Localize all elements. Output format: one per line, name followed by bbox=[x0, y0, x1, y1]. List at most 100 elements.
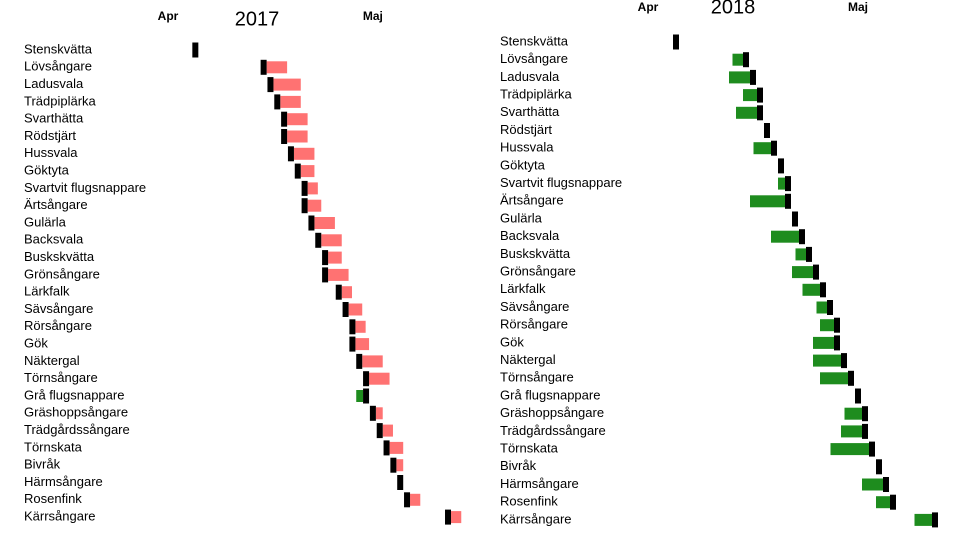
normal-date-mark bbox=[308, 215, 315, 231]
category-label: Kärrsångare bbox=[24, 509, 96, 524]
normal-date-mark bbox=[841, 353, 847, 369]
deviation-bar bbox=[743, 89, 757, 102]
normal-date-mark bbox=[267, 77, 274, 93]
normal-date-mark bbox=[785, 176, 791, 192]
normal-date-mark bbox=[883, 477, 889, 492]
deviation-bar bbox=[307, 199, 322, 212]
deviation-bar bbox=[876, 496, 890, 509]
normal-date-mark bbox=[820, 282, 826, 298]
category-label: Ladusvala bbox=[500, 69, 560, 84]
normal-date-mark bbox=[376, 423, 383, 439]
normal-date-mark bbox=[281, 111, 288, 127]
normal-date-mark bbox=[757, 105, 763, 121]
normal-date-mark bbox=[322, 267, 329, 283]
normal-date-mark bbox=[369, 405, 376, 421]
normal-date-mark bbox=[397, 475, 404, 490]
category-label: Gräshoppsångare bbox=[500, 405, 604, 420]
deviation-bar bbox=[280, 95, 301, 108]
normal-date-mark bbox=[301, 180, 308, 196]
deviation-bar bbox=[732, 53, 743, 66]
category-label: Trädgårdssångare bbox=[500, 423, 606, 438]
deviation-bar bbox=[369, 372, 390, 385]
deviation-bar bbox=[802, 283, 820, 296]
deviation-bar bbox=[348, 303, 363, 316]
normal-date-mark bbox=[363, 371, 370, 387]
deviation-bar bbox=[736, 106, 757, 119]
deviation-bar bbox=[293, 147, 315, 160]
category-label: Buskskvätta bbox=[500, 246, 571, 261]
category-label: Sävsångare bbox=[24, 301, 93, 316]
deviation-bar bbox=[844, 407, 862, 420]
deviation-bar bbox=[813, 336, 834, 349]
normal-date-mark bbox=[404, 492, 411, 508]
deviation-bar bbox=[356, 390, 364, 402]
normal-date-mark bbox=[301, 198, 308, 214]
normal-date-mark bbox=[294, 163, 301, 179]
normal-date-mark bbox=[315, 232, 322, 248]
category-label: Härmsångare bbox=[500, 476, 579, 491]
normal-date-mark bbox=[806, 246, 812, 262]
deviation-bar bbox=[820, 319, 834, 332]
category-label: Gök bbox=[500, 334, 524, 349]
chart-title: 2017 bbox=[235, 8, 280, 30]
deviation-bar bbox=[314, 217, 335, 229]
normal-date-mark bbox=[335, 284, 342, 300]
deviation-bar bbox=[820, 372, 848, 385]
category-label: Ärtsångare bbox=[500, 193, 564, 208]
normal-date-mark bbox=[834, 317, 840, 333]
deviation-bar bbox=[816, 301, 827, 314]
category-label: Stenskvätta bbox=[24, 41, 93, 56]
normal-date-mark bbox=[445, 509, 452, 525]
normal-date-mark bbox=[363, 388, 370, 404]
category-label: Lärkfalk bbox=[500, 281, 546, 296]
category-label: Backsvala bbox=[24, 232, 84, 247]
normal-date-mark bbox=[750, 69, 756, 85]
deviation-bar bbox=[813, 354, 841, 367]
deviation-bar bbox=[382, 424, 393, 437]
normal-date-mark bbox=[890, 494, 896, 510]
normal-date-mark bbox=[260, 59, 267, 75]
category-label: Gulärla bbox=[500, 210, 543, 225]
deviation-bar bbox=[729, 71, 750, 84]
category-label: Stenskvätta bbox=[500, 33, 569, 48]
deviation-bar bbox=[341, 286, 352, 299]
category-label: Törnskata bbox=[24, 439, 83, 454]
normal-date-mark bbox=[862, 406, 868, 422]
deviation-bar bbox=[287, 130, 308, 143]
normal-date-mark bbox=[342, 302, 349, 317]
normal-date-mark bbox=[281, 129, 288, 144]
deviation-bar bbox=[792, 266, 813, 279]
category-label: Gök bbox=[24, 336, 48, 351]
x-tick-label: Apr bbox=[638, 0, 659, 14]
deviation-bar bbox=[396, 459, 404, 472]
category-label: Törnskata bbox=[500, 441, 559, 456]
normal-date-mark bbox=[743, 52, 749, 68]
deviation-bar bbox=[273, 78, 301, 91]
deviation-bar bbox=[328, 268, 349, 281]
category-label: Lövsångare bbox=[24, 59, 92, 74]
normal-date-mark bbox=[673, 34, 679, 50]
category-label: Grå flugsnappare bbox=[24, 387, 124, 402]
category-label: Rödstjärt bbox=[24, 128, 76, 143]
normal-date-mark bbox=[799, 229, 805, 245]
deviation-bar bbox=[841, 425, 862, 438]
x-tick-label: Maj bbox=[363, 9, 383, 23]
normal-date-mark bbox=[778, 158, 784, 174]
normal-date-mark bbox=[757, 87, 763, 103]
category-label: Trädgårdssångare bbox=[24, 422, 130, 437]
deviation-bar bbox=[355, 338, 370, 351]
category-label: Svarthätta bbox=[500, 104, 560, 119]
category-label: Svarthätta bbox=[24, 111, 84, 126]
normal-date-mark bbox=[349, 319, 356, 335]
category-label: Näktergal bbox=[500, 352, 556, 367]
chart-title: 2018 bbox=[711, 0, 756, 18]
deviation-bar bbox=[914, 513, 932, 526]
category-label: Grönsångare bbox=[24, 266, 100, 281]
x-tick-label: Maj bbox=[848, 0, 868, 14]
category-label: Buskskvätta bbox=[24, 249, 95, 264]
deviation-bar bbox=[750, 195, 785, 208]
category-label: Hussvala bbox=[24, 145, 78, 160]
normal-date-mark bbox=[390, 457, 397, 473]
category-label: Trädpiplärka bbox=[500, 87, 573, 102]
normal-date-mark bbox=[869, 441, 875, 457]
